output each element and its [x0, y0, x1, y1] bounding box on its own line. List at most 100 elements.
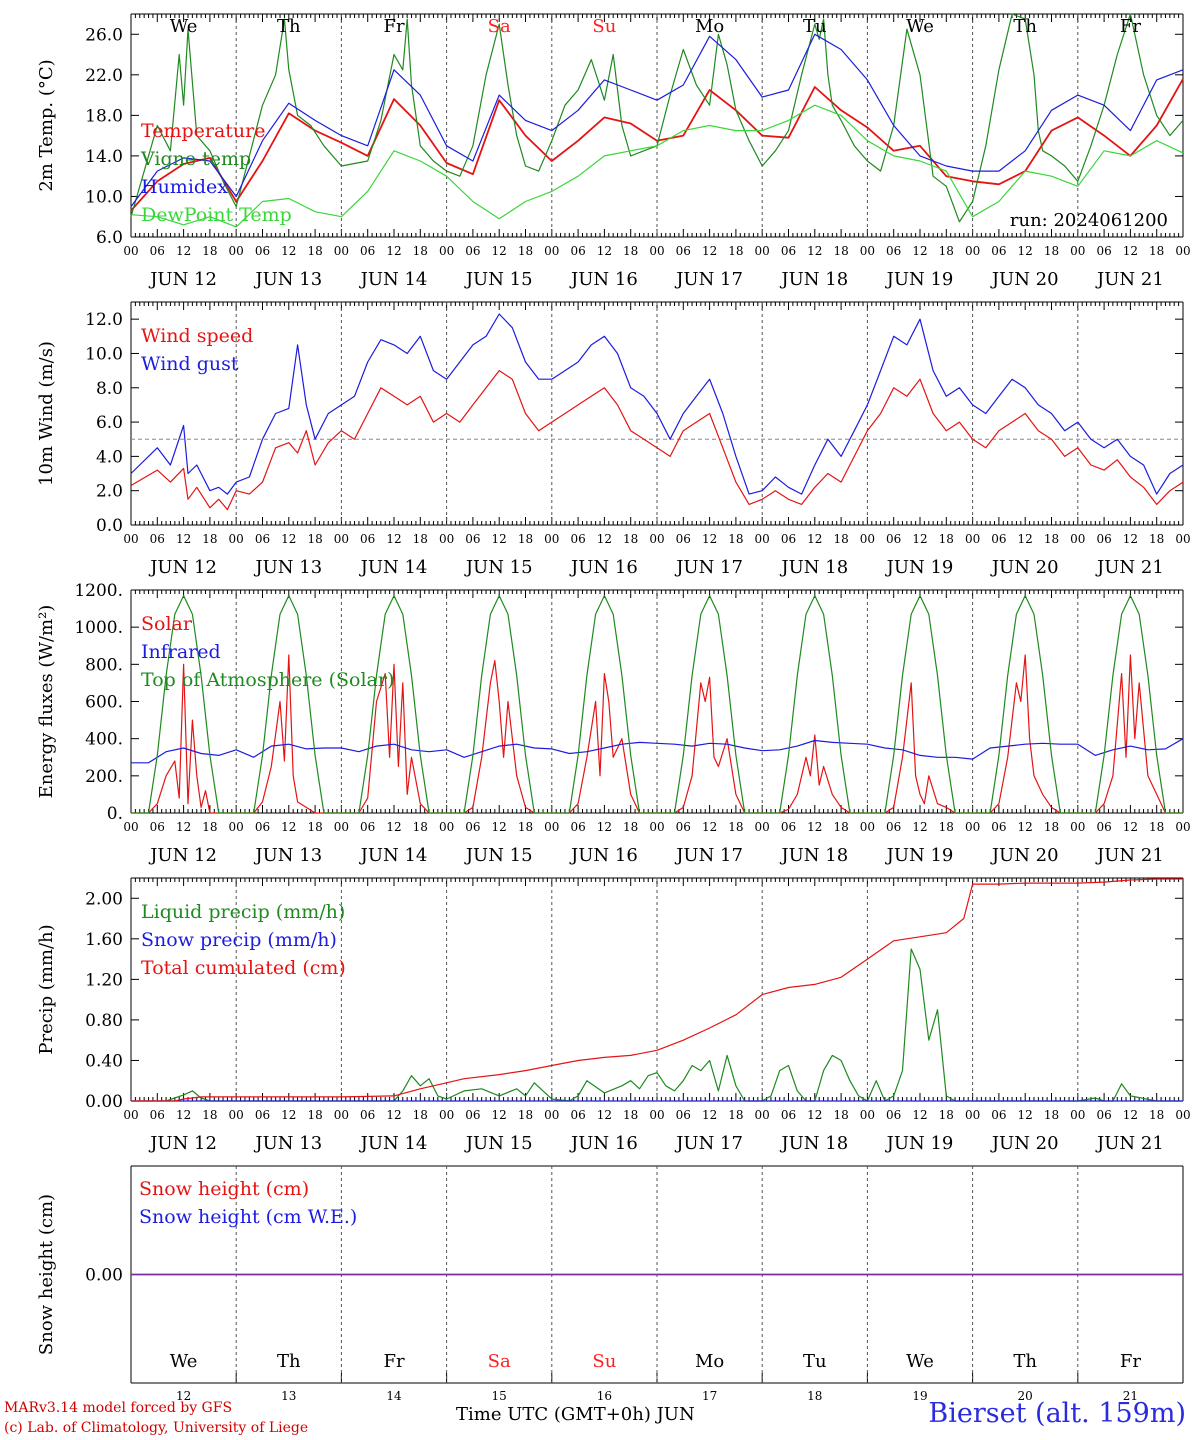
series-line-liquid-precip-mm-h-	[131, 948, 1183, 1102]
hour-tick-label: 18	[728, 820, 743, 834]
hour-tick-label: 18	[1149, 244, 1164, 258]
day-number-label: 18	[807, 1389, 822, 1403]
hour-tick-label: 18	[728, 1108, 743, 1122]
date-label: JUN 14	[359, 845, 428, 866]
hour-tick-label: 12	[702, 820, 717, 834]
hour-tick-label: 18	[307, 820, 322, 834]
hour-tick-label: 06	[781, 244, 796, 258]
hour-tick-label: 00	[1070, 1108, 1085, 1122]
hour-tick-label: 00	[544, 244, 559, 258]
hour-tick-label: 00	[123, 244, 138, 258]
weekday-label: Th	[277, 1351, 301, 1372]
hour-tick-label: 12	[597, 1108, 612, 1122]
hour-tick-label: 00	[229, 532, 244, 546]
hour-tick-label: 06	[255, 820, 270, 834]
legend-entry: Top of Atmosphere (Solar)	[141, 669, 394, 691]
hour-tick-label: 12	[176, 1108, 191, 1122]
hour-tick-label: 06	[991, 820, 1006, 834]
hour-tick-label: 06	[150, 244, 165, 258]
hour-tick-label: 18	[307, 1108, 322, 1122]
date-label: JUN 21	[1095, 269, 1164, 290]
series-line-wind-speed	[130, 370, 1184, 511]
hour-tick-label: 12	[702, 244, 717, 258]
hour-tick-label: 18	[833, 532, 848, 546]
hour-tick-label: 00	[1070, 532, 1085, 546]
y-tick-label: 0.00	[85, 1266, 123, 1286]
date-label: JUN 19	[885, 557, 954, 578]
hour-tick-label: 18	[939, 244, 954, 258]
hour-tick-label: 00	[1070, 244, 1085, 258]
y-tick-label: 18.0	[85, 106, 123, 126]
weekday-label: Fr	[383, 16, 404, 37]
weekday-label: Mo	[695, 16, 724, 37]
weekday-label: Th	[1013, 16, 1037, 37]
series-line-humidex	[130, 33, 1184, 207]
weekday-label: Fr	[383, 1351, 404, 1372]
hour-tick-label: 12	[386, 532, 401, 546]
date-label: JUN 12	[148, 557, 217, 578]
y-tick-label: 12.0	[85, 310, 123, 330]
hour-tick-label: 18	[518, 820, 533, 834]
weekday-label: Tu	[803, 16, 827, 37]
series-line-top-of-atmosphere-solar-	[131, 594, 1183, 814]
hour-tick-label: 18	[623, 1108, 638, 1122]
date-label: JUN 14	[359, 557, 428, 578]
hour-tick-label: 12	[702, 532, 717, 546]
y-tick-label: 2.00	[85, 889, 123, 909]
hour-tick-label: 00	[965, 820, 980, 834]
hour-tick-label: 18	[307, 244, 322, 258]
hour-tick-label: 06	[360, 244, 375, 258]
hour-tick-label: 18	[833, 244, 848, 258]
legend-entry: Snow height (cm)	[139, 1178, 309, 1200]
hour-tick-label: 00	[649, 1108, 664, 1122]
hour-tick-label: 18	[518, 244, 533, 258]
hour-tick-label: 12	[912, 820, 927, 834]
y-tick-label: 0.00	[85, 1092, 123, 1112]
panel-2: 00 06 12 18 00 06 12 18 00 06 12 18 00 06 12 18 00 06 12 18…	[36, 301, 1191, 578]
hour-tick-label: 06	[991, 244, 1006, 258]
date-label: JUN 12	[148, 845, 217, 866]
weekday-label: Sa	[488, 1351, 511, 1372]
weekday-label: Th	[277, 16, 301, 37]
weekday-label: Th	[1013, 1351, 1037, 1372]
hour-tick-label: 06	[360, 532, 375, 546]
hour-tick-label: 00	[1175, 820, 1190, 834]
hour-tick-label: 18	[202, 532, 217, 546]
series-line-temperature	[130, 78, 1184, 212]
hour-tick-label: 00	[965, 244, 980, 258]
hour-tick-label: 12	[912, 244, 927, 258]
hour-tick-label: 18	[939, 532, 954, 546]
hour-tick-label: 18	[413, 1108, 428, 1122]
weekday-label: Su	[592, 16, 616, 37]
hour-tick-label: 00	[544, 532, 559, 546]
hour-tick-label: 12	[807, 1108, 822, 1122]
y-axis-title: 10m Wind (m/s)	[36, 341, 57, 486]
date-label: JUN 16	[569, 1133, 638, 1154]
date-label: JUN 19	[885, 1133, 954, 1154]
hour-tick-label: 12	[1123, 1108, 1138, 1122]
hour-tick-label: 06	[781, 820, 796, 834]
hour-tick-label: 12	[807, 532, 822, 546]
hour-tick-label: 12	[492, 244, 507, 258]
legend-entry: Vigne temp	[140, 148, 251, 170]
hour-tick-label: 18	[1044, 1108, 1059, 1122]
hour-tick-label: 18	[1044, 532, 1059, 546]
hour-tick-label: 00	[439, 532, 454, 546]
date-label: JUN 18	[779, 269, 848, 290]
legend-entry: DewPoint Temp	[141, 204, 292, 226]
y-tick-label: 0.80	[85, 1011, 123, 1031]
hour-tick-label: 18	[1149, 1108, 1164, 1122]
date-label: JUN 18	[779, 557, 848, 578]
hour-tick-label: 12	[492, 532, 507, 546]
date-label: JUN 20	[990, 269, 1059, 290]
hour-tick-label: 00	[334, 532, 349, 546]
hour-tick-label: 06	[570, 244, 585, 258]
date-label: JUN 15	[464, 557, 533, 578]
weekday-label: Mo	[695, 1351, 724, 1372]
weekday-label: We	[170, 16, 198, 37]
series-line-infrared	[131, 738, 1184, 764]
day-number-label: 16	[597, 1389, 612, 1403]
legend-entry: Liquid precip (mm/h)	[141, 901, 345, 923]
hour-tick-label: 12	[912, 532, 927, 546]
